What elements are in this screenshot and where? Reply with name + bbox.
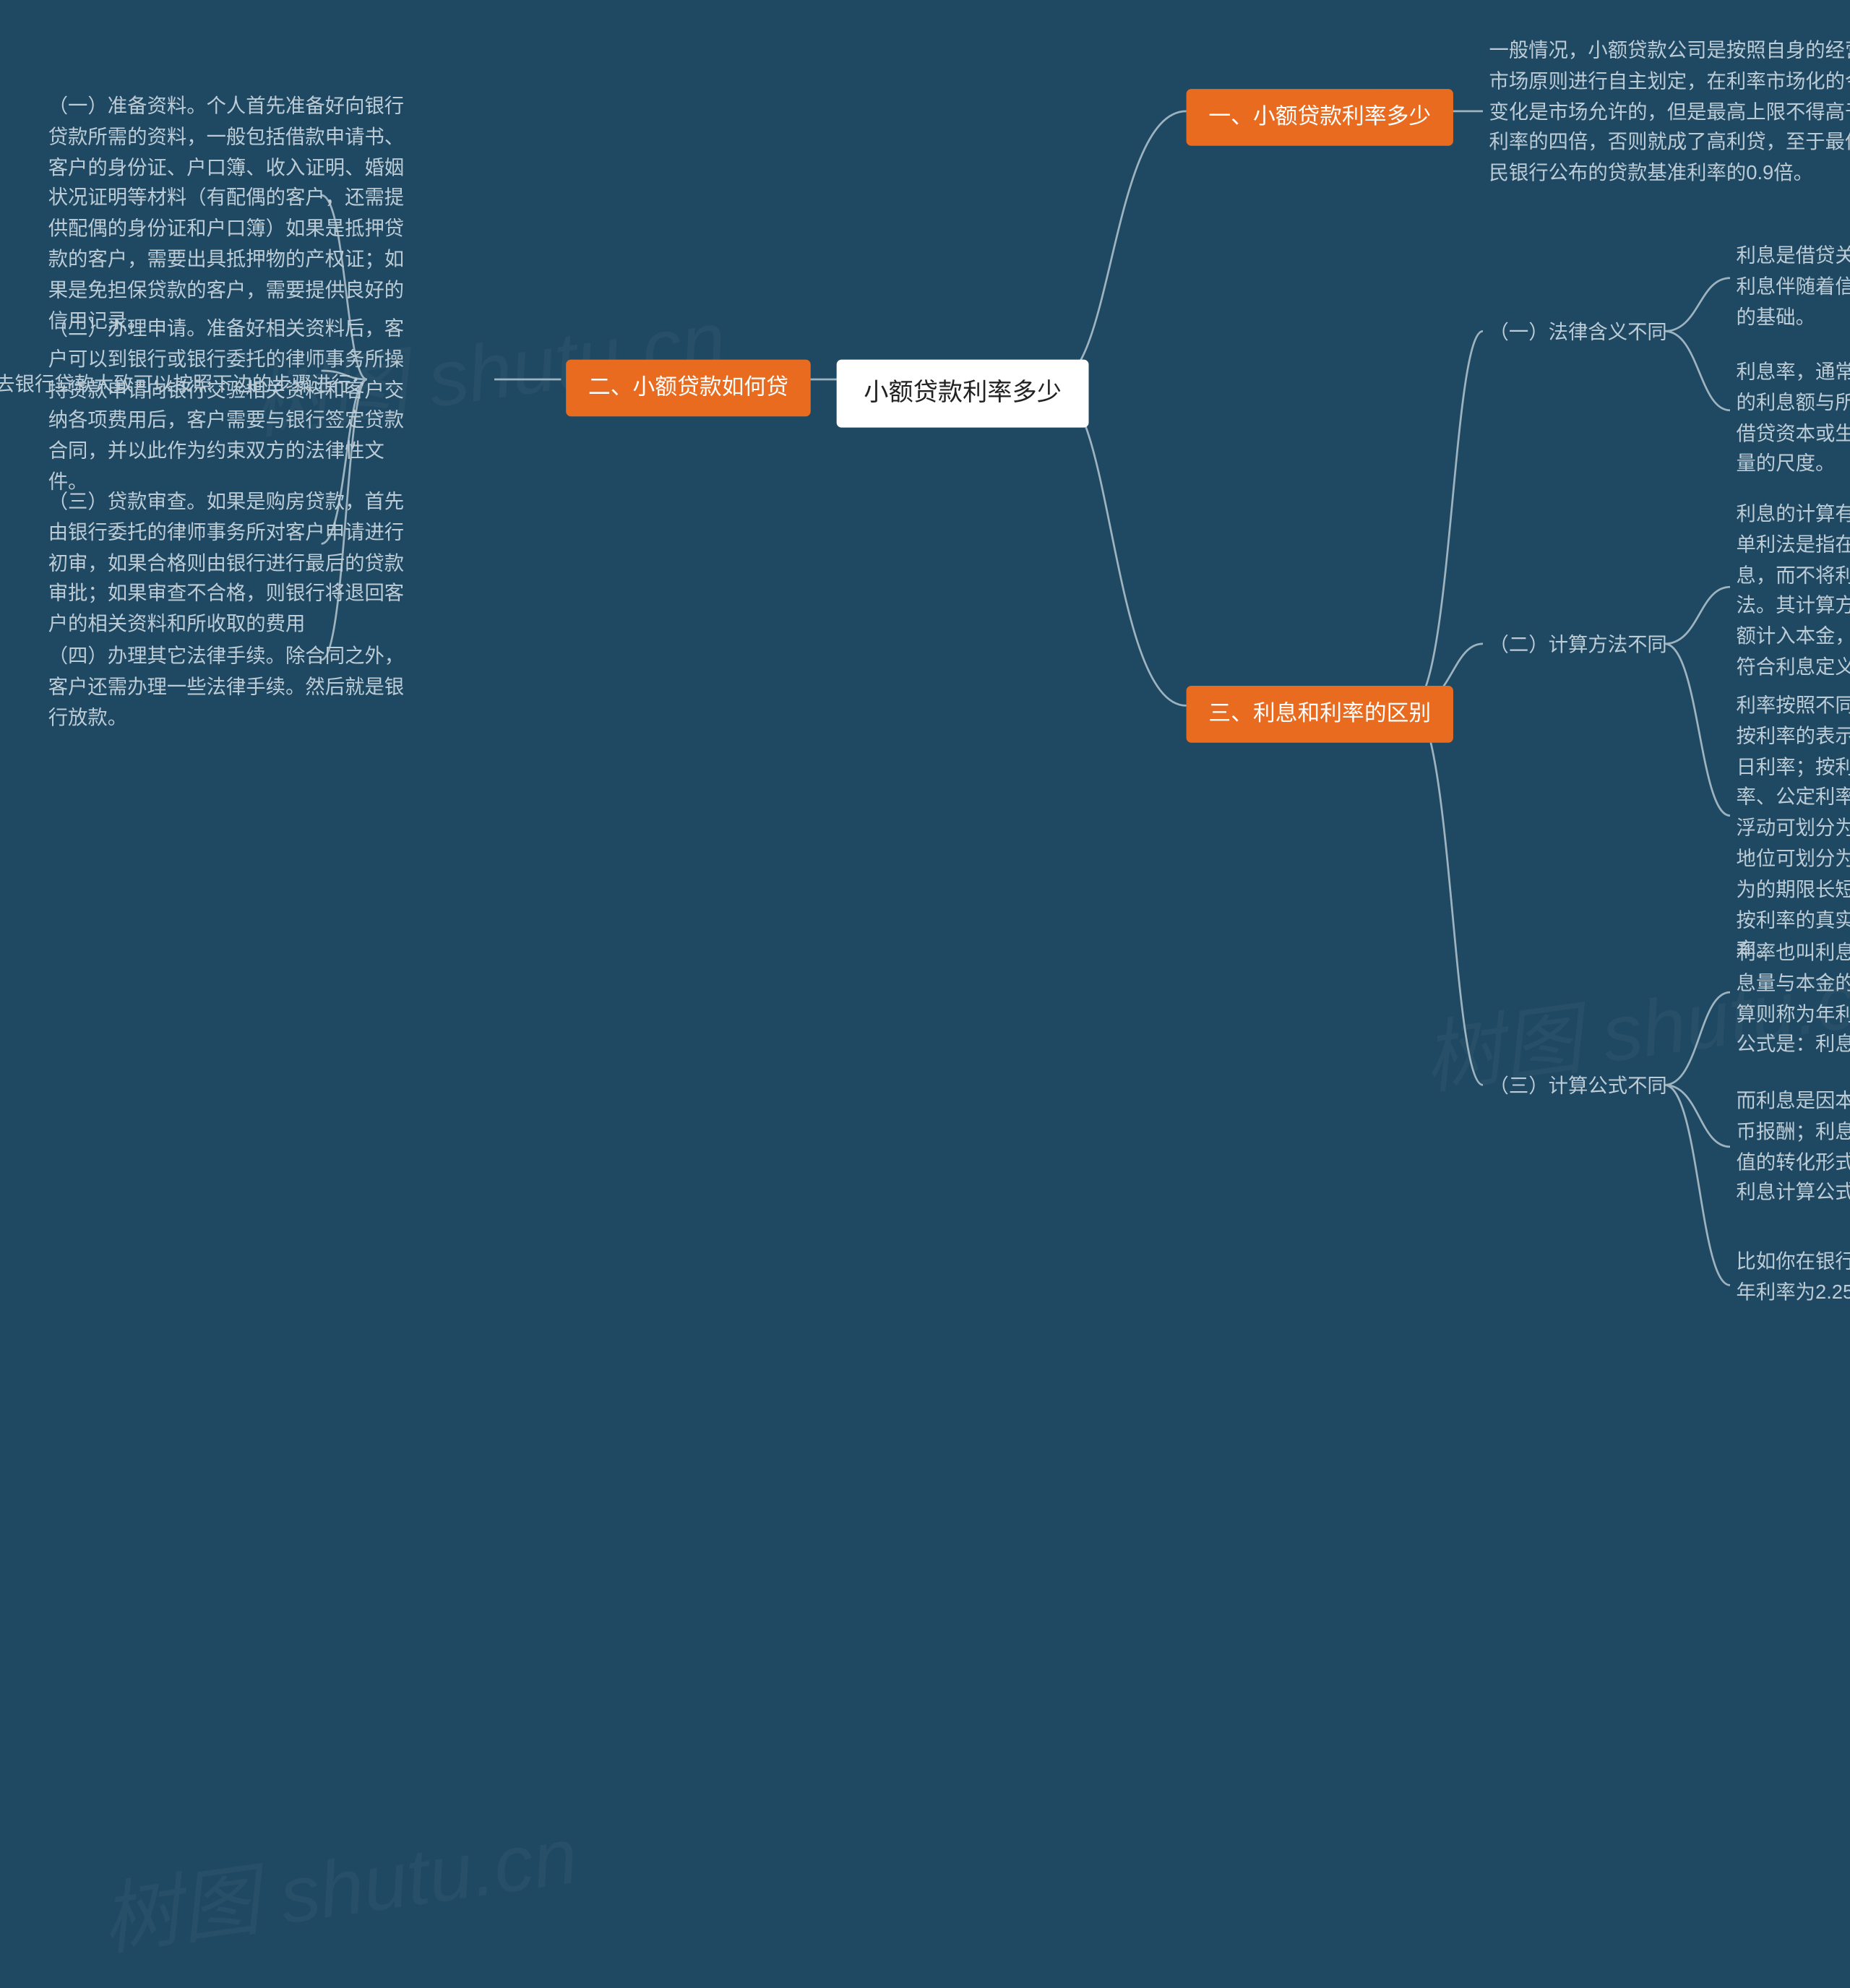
sub-s1: （一）法律含义不同 xyxy=(1489,319,1667,349)
leaf-s2-2: 利率按照不同的标准，可以划分为不同的种类。按利率的表示方法可划分为：年利率，月利… xyxy=(1737,692,1850,968)
leaf-s3-1: 利率也叫利息比率或利息率，表示一定时期内利息量与本金的比率，通常用百分比表示，按… xyxy=(1737,939,1850,1062)
leaf-b2-2: （二）办理申请。准备好相关资料后，客户可以到银行或银行委托的律师事务所操持贷款申… xyxy=(48,315,407,499)
leaf-b2-3: （三）贷款审查。如果是购房贷款，首先由银行委托的律师事务所对客户申请进行初审，如… xyxy=(48,488,407,641)
leaf-b1-1: 一般情况，小额贷款公司是按照自身的经营实力以及市场原则进行自主划定，在利率市场化… xyxy=(1489,37,1850,190)
leaf-s1-2: 利息率，通常简称为利率，是指借贷期满所形成的利息额与所贷出的本金额的比率。利率体… xyxy=(1737,358,1850,481)
sub-s3: （三）计算公式不同 xyxy=(1489,1072,1667,1103)
leaf-s1-1: 利息是借贷关系中借入方支付给贷出方的报酬。利息伴随着信用关系的发展而产生，并构成… xyxy=(1737,242,1850,334)
branch-1[interactable]: 一、小额贷款利率多少 xyxy=(1187,89,1453,145)
leaf-b2-4: （四）办理其它法律手续。除合同之外，客户还需办理一些法律手续。然后就是银行放款。 xyxy=(48,642,407,734)
leaf-s2-1: 利息的计算有两种基本方法：单利法和复利法。单利法是指在计算利息额时，只按本金计算… xyxy=(1737,501,1850,684)
branch-3[interactable]: 三、利息和利率的区别 xyxy=(1187,686,1453,742)
leaf-b2-1: （一）准备资料。个人首先准备好向银行贷款所需的资料，一般包括借款申请书、客户的身… xyxy=(48,92,407,337)
sub-s2: （二）计算方法不同 xyxy=(1489,632,1667,662)
watermark: 树图 shutu.cn xyxy=(93,1792,583,1971)
root-node[interactable]: 小额贷款利率多少 xyxy=(837,360,1089,428)
branch-2[interactable]: 二、小额贷款如何贷 xyxy=(566,360,811,416)
leaf-s3-2: 而利息是因本金的借贷（存、放）而发生的的货币报酬；利息的实质是利润的一部分，是剩… xyxy=(1737,1088,1850,1210)
leaf-s3-3: 比如你在银行存了100元，定期为1年，那么它的年利率为2.25%，利息为2.25… xyxy=(1737,1248,1850,1309)
